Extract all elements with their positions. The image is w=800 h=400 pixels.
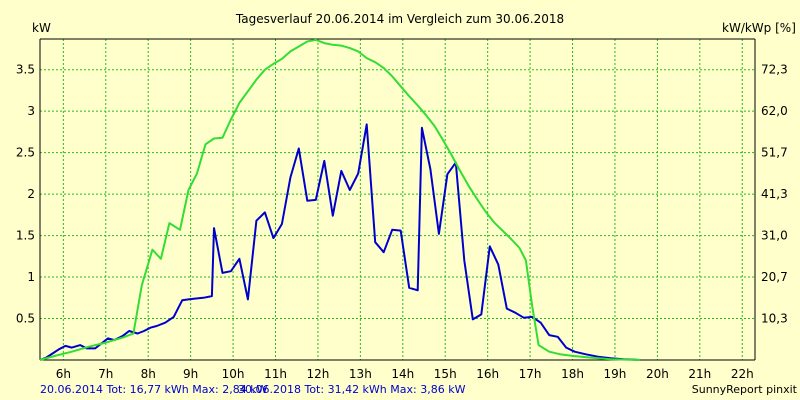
x-tick-label: 12h	[307, 367, 330, 381]
y-left-tick-label: 0.5	[16, 312, 35, 326]
x-axis-ticks: 6h 7h 8h 9h 10h 11h 12h 13h 14h 15h 16h 17h 18h 19h 20…	[56, 367, 754, 381]
y-axis-left-label: kW	[32, 21, 51, 35]
x-tick-label: 6h	[56, 367, 71, 381]
x-tick-label: 7h	[98, 367, 113, 381]
x-tick-label: 22h	[731, 367, 754, 381]
x-tick-label: 11h	[264, 367, 287, 381]
series-line-1	[39, 123, 641, 361]
y-left-tick-label: 3.5	[16, 63, 35, 77]
y-axis-right-ticks: 10,3 20,7 31,0 41,3 51,7 62,0 72,3	[761, 63, 788, 326]
credit-text: SunnyReport pinxit	[692, 383, 798, 396]
y-left-tick-label: 2.5	[16, 146, 35, 160]
x-tick-label: 18h	[561, 367, 584, 381]
y-axis-left-ticks: 0.5 1 1.5 2 2.5 3 3.5	[16, 63, 35, 326]
x-tick-label: 17h	[519, 367, 542, 381]
y-right-tick-label: 72,3	[761, 63, 788, 77]
y-left-tick-label: 3	[27, 104, 35, 118]
chart-title: Tagesverlauf 20.06.2014 im Vergleich zum…	[235, 12, 564, 26]
x-tick-label: 8h	[141, 367, 156, 381]
plot-area	[39, 38, 756, 361]
x-tick-label: 21h	[688, 367, 711, 381]
series-line-2	[39, 38, 641, 361]
x-tick-label: 10h	[222, 367, 245, 381]
plot-background	[40, 39, 755, 360]
series1-summary: 20.06.2014 Tot: 16,77 kWh Max: 2,84 kW	[40, 383, 268, 396]
series2-summary: 30.06.2018 Tot: 31,42 kWh Max: 3,86 kW	[238, 383, 466, 396]
x-tick-label: 9h	[183, 367, 198, 381]
y-right-tick-label: 51,7	[761, 146, 788, 160]
x-tick-label: 20h	[646, 367, 669, 381]
x-tick-label: 14h	[391, 367, 414, 381]
x-tick-label: 16h	[476, 367, 499, 381]
y-right-tick-label: 20,7	[761, 270, 788, 284]
y-right-tick-label: 31,0	[761, 229, 788, 243]
x-tick-label: 13h	[349, 367, 372, 381]
y-right-tick-label: 62,0	[761, 104, 788, 118]
y-left-tick-label: 2	[27, 187, 35, 201]
y-left-tick-label: 1.5	[16, 229, 35, 243]
y-right-tick-label: 10,3	[761, 312, 788, 326]
x-tick-label: 19h	[604, 367, 627, 381]
x-tick-label: 15h	[434, 367, 457, 381]
y-right-tick-label: 41,3	[761, 187, 788, 201]
y-left-tick-label: 1	[27, 270, 35, 284]
y-axis-right-label: kW/kWp [%]	[722, 21, 796, 35]
